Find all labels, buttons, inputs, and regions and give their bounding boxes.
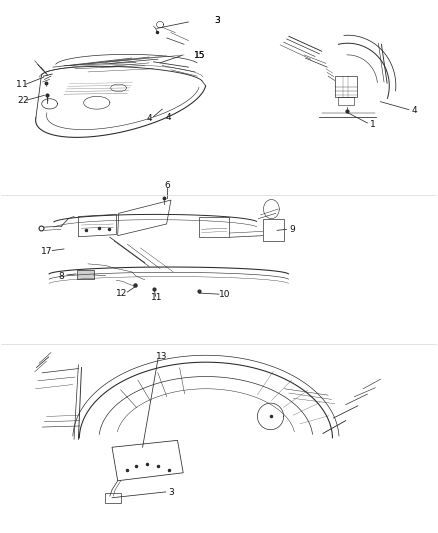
Text: 3: 3 [214,17,220,26]
Text: 1: 1 [22,79,28,88]
Text: 12: 12 [117,289,128,298]
Text: 10: 10 [219,290,230,299]
Text: 2: 2 [22,95,28,104]
Text: 6: 6 [165,181,170,190]
Text: 4: 4 [166,113,172,122]
Bar [335,76,357,98]
Text: 3: 3 [214,17,220,26]
Text: 2: 2 [17,96,23,105]
Text: 17: 17 [41,247,52,256]
Text: 15: 15 [194,51,205,60]
Text: 13: 13 [155,352,167,361]
Text: 1: 1 [16,79,22,88]
Text: 9: 9 [290,225,295,234]
Text: 1: 1 [370,120,376,129]
Text: 8: 8 [58,272,64,280]
Text: 3: 3 [168,488,174,497]
Text: 4: 4 [146,114,152,123]
Text: 15: 15 [194,51,205,60]
Text: 11: 11 [151,293,163,302]
Bar [338,98,354,105]
Text: 4: 4 [412,106,417,115]
FancyBboxPatch shape [77,270,94,279]
